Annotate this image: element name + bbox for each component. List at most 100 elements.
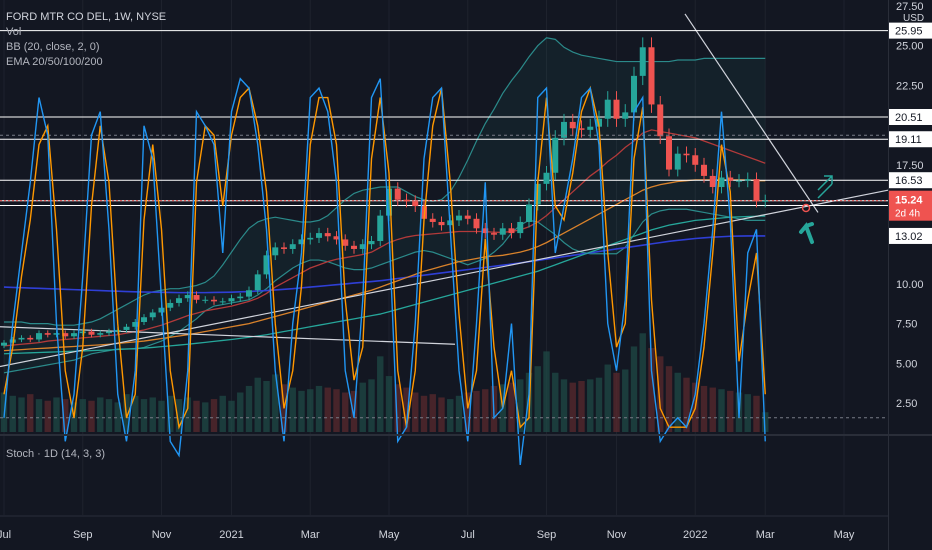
candle-body[interactable] (666, 136, 672, 170)
price-label-box[interactable] (889, 131, 932, 148)
candle-body[interactable] (123, 326, 130, 330)
trendline-falling[interactable] (684, 13, 819, 213)
candle-body[interactable] (377, 215, 384, 242)
candle-body[interactable] (53, 333, 60, 335)
candle-body[interactable] (211, 299, 217, 302)
candle-body[interactable] (79, 331, 86, 334)
candle-body[interactable] (88, 331, 95, 335)
candle-body[interactable] (246, 290, 252, 297)
candle-body[interactable] (736, 180, 742, 182)
legend-symbol[interactable]: FORD MTR CO DEL, 1W, NYSE (6, 11, 167, 23)
candle-body[interactable] (709, 175, 716, 188)
legend-vol[interactable]: Vol (6, 26, 22, 38)
legend-bb[interactable]: BB (20, close, 2, 0) (6, 41, 100, 53)
candle-body[interactable] (386, 188, 392, 216)
candle-body[interactable] (473, 218, 480, 229)
candle-body[interactable] (561, 121, 567, 138)
candle-body[interactable] (44, 333, 51, 335)
candle-body[interactable] (526, 204, 532, 222)
candle-body[interactable] (9, 339, 16, 343)
candle-body[interactable] (438, 221, 445, 226)
candle-body[interactable] (184, 295, 191, 299)
candle-body[interactable] (753, 179, 760, 202)
candle-body[interactable] (648, 47, 655, 105)
candle-body[interactable] (683, 153, 690, 156)
candle-body[interactable] (27, 337, 34, 340)
candle-body[interactable] (727, 177, 734, 181)
candle-body[interactable] (639, 47, 646, 76)
candle-body[interactable] (237, 296, 244, 299)
candle-body[interactable] (604, 99, 611, 119)
candle-body[interactable] (622, 112, 629, 119)
candle-body[interactable] (482, 228, 489, 234)
candle-body[interactable] (569, 121, 576, 129)
candle-body[interactable] (176, 298, 182, 303)
candle-body[interactable] (674, 153, 681, 170)
candle-body[interactable] (289, 244, 296, 249)
candle-body[interactable] (657, 104, 664, 137)
candle-body[interactable] (228, 298, 235, 302)
candle-body[interactable] (508, 228, 515, 234)
candle-body[interactable] (307, 237, 314, 240)
price-label-box[interactable] (889, 227, 932, 244)
pane-separator[interactable] (0, 434, 932, 436)
candle-body[interactable] (132, 322, 139, 327)
candle-body[interactable] (62, 333, 69, 337)
candle-body[interactable] (464, 215, 471, 219)
volume-bar (429, 394, 436, 432)
candle-body[interactable] (456, 215, 462, 221)
candle-body[interactable] (106, 331, 112, 334)
candle-body[interactable] (744, 179, 751, 181)
candle-body[interactable] (578, 128, 585, 130)
candle-body[interactable] (631, 75, 637, 113)
double-chevron-up-icon[interactable] (817, 175, 833, 199)
candle-body[interactable] (167, 302, 174, 308)
candle-body[interactable] (141, 317, 147, 323)
candle-body[interactable] (18, 337, 25, 340)
candle-body[interactable] (359, 244, 366, 249)
up-arrow-icon[interactable] (799, 222, 814, 244)
candle-body[interactable] (718, 177, 725, 188)
trendline-rising[interactable] (0, 189, 889, 368)
legend-ema[interactable]: EMA 20/50/100/200 (6, 56, 103, 68)
candle-body[interactable] (587, 126, 594, 130)
candle-body[interactable] (202, 299, 209, 301)
price-label-box[interactable] (889, 172, 932, 189)
candle-body[interactable] (97, 333, 104, 335)
candle-body[interactable] (499, 228, 506, 235)
candle-body[interactable] (552, 137, 559, 173)
candle-body[interactable] (394, 188, 401, 200)
candle-body[interactable] (613, 99, 620, 119)
candle-body[interactable] (149, 312, 156, 318)
candle-body[interactable] (281, 247, 287, 249)
candle-body[interactable] (1, 342, 7, 346)
price-label-box[interactable] (889, 109, 932, 126)
candle-body[interactable] (412, 201, 419, 207)
candle-body[interactable] (351, 245, 357, 249)
candle-body[interactable] (272, 247, 279, 256)
candle-body[interactable] (762, 200, 769, 202)
candle-body[interactable] (491, 233, 497, 235)
candle-body[interactable] (403, 199, 410, 202)
candle-body[interactable] (342, 239, 349, 246)
candle-body[interactable] (333, 236, 340, 240)
last-price-box[interactable] (889, 190, 932, 221)
candle-body[interactable] (254, 274, 261, 291)
candle-body[interactable] (429, 218, 436, 222)
candle-body[interactable] (36, 333, 42, 340)
trendline-upper-left[interactable] (0, 326, 456, 345)
price-label-box[interactable] (889, 22, 932, 39)
candle-body[interactable] (701, 164, 707, 176)
candle-body[interactable] (71, 333, 77, 337)
legend-stoch[interactable]: Stoch · 1D (14, 3, 3) (6, 448, 106, 460)
candle-body[interactable] (543, 172, 550, 184)
candle-body[interactable] (692, 155, 699, 165)
candle-body[interactable] (263, 255, 270, 275)
candle-body[interactable] (193, 295, 200, 300)
candle-body[interactable] (324, 233, 331, 237)
candle-body[interactable] (316, 233, 322, 238)
candle-body[interactable] (517, 221, 524, 234)
candle-body[interactable] (368, 241, 375, 245)
candle-body[interactable] (219, 301, 226, 303)
